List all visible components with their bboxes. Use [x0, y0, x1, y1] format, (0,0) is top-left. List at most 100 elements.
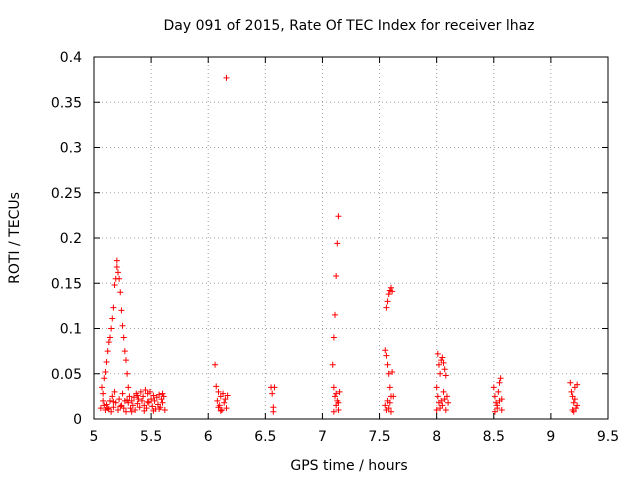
data-point — [215, 388, 222, 395]
data-point — [121, 348, 128, 355]
x-tick-label: 6 — [204, 429, 213, 445]
plus-marker — [212, 361, 219, 368]
data-point — [213, 383, 220, 390]
data-point — [116, 396, 123, 403]
plus-marker — [120, 334, 127, 341]
plus-marker — [120, 405, 127, 412]
plus-marker — [571, 396, 578, 403]
data-point — [128, 397, 135, 404]
plus-marker — [335, 213, 342, 220]
plus-marker — [498, 406, 505, 413]
data-point — [106, 334, 113, 341]
plus-marker — [439, 354, 446, 361]
data-point — [130, 394, 137, 401]
plus-marker — [105, 339, 112, 346]
data-point — [223, 405, 230, 412]
plus-marker — [132, 406, 139, 413]
data-point — [574, 381, 581, 388]
data-point — [439, 354, 446, 361]
data-point — [332, 393, 339, 400]
data-point — [137, 388, 144, 395]
plus-marker — [496, 397, 503, 404]
data-point — [438, 397, 445, 404]
data-point — [336, 388, 343, 395]
data-point — [132, 406, 139, 413]
plus-marker — [390, 393, 397, 400]
plus-marker — [136, 404, 143, 411]
data-point — [386, 399, 393, 406]
data-point — [125, 399, 132, 406]
plus-marker — [496, 379, 503, 386]
data-point — [439, 402, 446, 409]
data-point — [120, 405, 127, 412]
data-point — [105, 339, 112, 346]
x-tick-label: 5.5 — [140, 429, 162, 445]
plus-marker — [438, 397, 445, 404]
data-point — [109, 315, 116, 322]
plus-marker — [213, 383, 220, 390]
x-tick-label: 8 — [432, 429, 441, 445]
plus-marker — [151, 397, 158, 404]
data-point — [150, 392, 157, 399]
plus-marker — [156, 391, 163, 398]
grid — [94, 57, 608, 419]
plus-marker — [495, 388, 502, 395]
data-point — [98, 384, 105, 391]
data-point — [128, 408, 135, 415]
plus-marker — [567, 379, 574, 386]
data-point — [495, 388, 502, 395]
data-point — [442, 372, 449, 379]
data-point — [113, 263, 120, 270]
data-point — [442, 406, 449, 413]
plus-marker — [387, 408, 394, 415]
data-point — [161, 406, 168, 413]
plus-marker — [491, 393, 498, 400]
data-point — [150, 407, 157, 414]
data-point — [571, 396, 578, 403]
data-point — [386, 384, 393, 391]
data-point — [390, 393, 397, 400]
data-point — [570, 408, 577, 415]
data-point — [100, 397, 107, 404]
data-point — [149, 403, 156, 410]
plus-marker — [215, 404, 222, 411]
y-tick-label: 0.3 — [60, 141, 82, 157]
data-point — [122, 357, 129, 364]
data-point — [97, 405, 104, 412]
plus-marker — [386, 384, 393, 391]
x-tick-label: 9.5 — [597, 429, 619, 445]
plus-marker — [215, 388, 222, 395]
data-point — [134, 400, 141, 407]
plus-marker — [104, 405, 111, 412]
plus-marker — [335, 399, 342, 406]
plus-marker — [497, 375, 504, 382]
data-point — [383, 304, 390, 311]
data-point — [223, 74, 230, 81]
data-point — [385, 370, 392, 377]
plus-marker — [119, 322, 126, 329]
plus-marker — [145, 399, 152, 406]
x-tick-labels: 5 5.5 6 6.5 7 7.5 8 8.5 9 9.5 — [90, 429, 620, 445]
plus-marker — [570, 408, 577, 415]
plus-marker — [434, 393, 441, 400]
plus-marker — [109, 393, 116, 400]
data-point — [441, 366, 448, 373]
plus-marker — [137, 388, 144, 395]
data-point — [270, 408, 277, 415]
plus-marker — [130, 394, 137, 401]
plus-marker — [491, 408, 498, 415]
plus-marker — [156, 406, 163, 413]
data-point — [330, 334, 337, 341]
data-point — [120, 334, 127, 341]
plus-marker — [573, 405, 580, 412]
plus-marker — [104, 348, 111, 355]
plus-marker — [150, 392, 157, 399]
plus-marker — [389, 368, 396, 375]
plus-marker — [382, 402, 389, 409]
data-point — [335, 406, 342, 413]
data-point — [156, 391, 163, 398]
plus-marker — [125, 384, 132, 391]
y-tick-label: 0.25 — [51, 186, 82, 202]
data-point — [433, 384, 440, 391]
plus-marker — [385, 405, 392, 412]
